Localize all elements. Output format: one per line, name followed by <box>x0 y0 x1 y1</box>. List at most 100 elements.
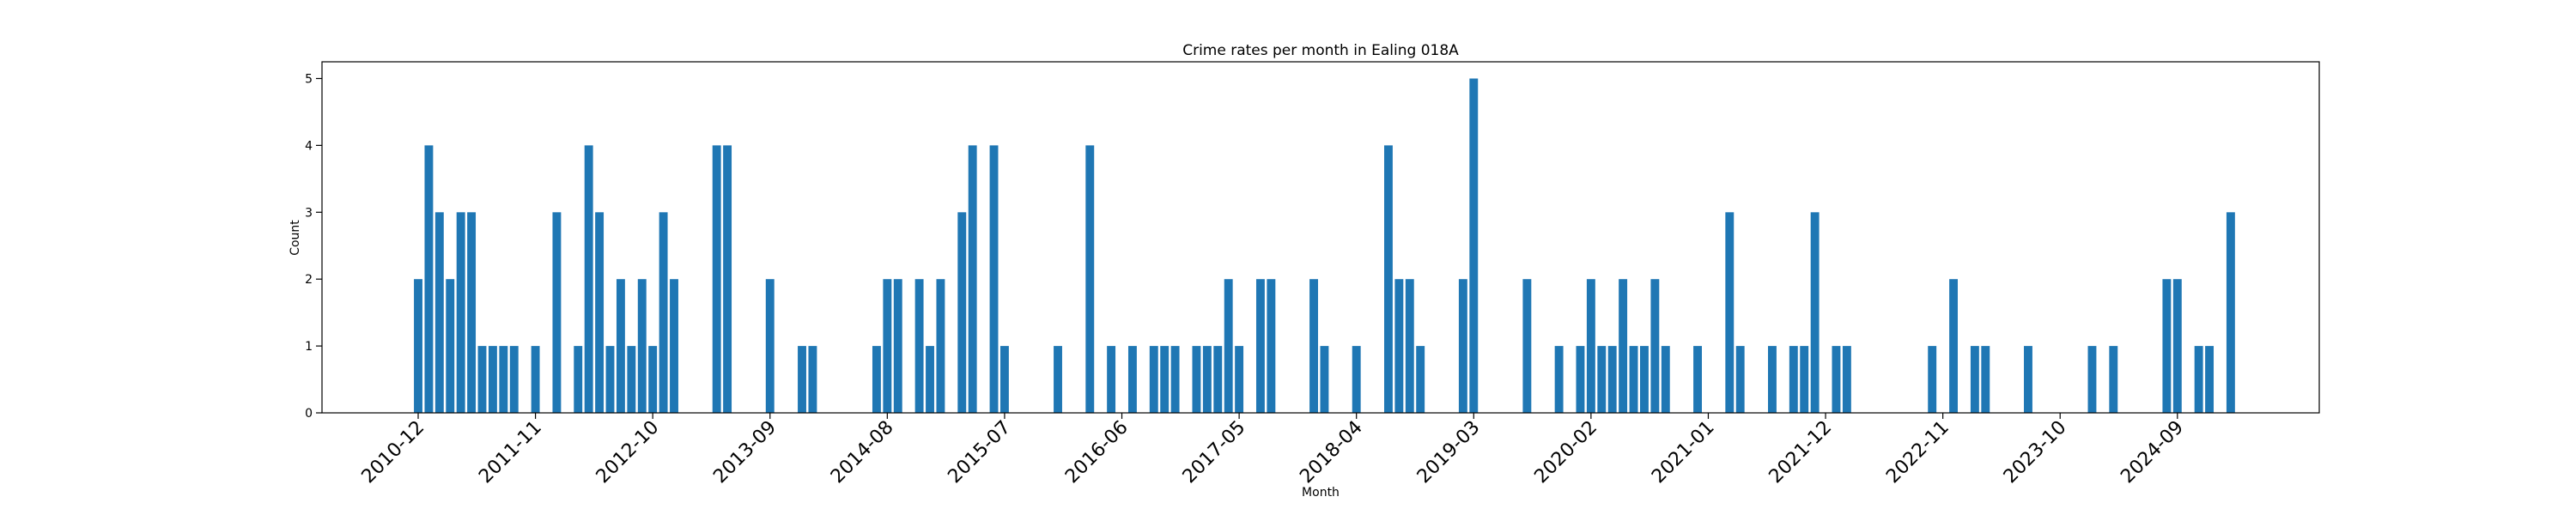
x-tick-label: 2012-10 <box>592 417 664 488</box>
bar <box>1522 279 1532 413</box>
bar <box>968 145 977 413</box>
bar <box>424 145 434 413</box>
x-tick-label: 2011-11 <box>475 417 546 488</box>
bar <box>1810 212 1820 413</box>
x-tick-label: 2022-11 <box>1882 417 1953 488</box>
bar <box>1832 346 1841 413</box>
x-tick-label: 2019-03 <box>1413 417 1485 488</box>
bar <box>957 212 967 413</box>
bar <box>989 145 999 413</box>
bar <box>1127 346 1137 413</box>
bars-group <box>414 78 2235 413</box>
bar <box>2172 279 2182 413</box>
plot-area-frame <box>321 61 2320 414</box>
bar <box>616 279 625 413</box>
bar <box>893 279 902 413</box>
x-tick-label: 2010-12 <box>358 417 429 488</box>
bar <box>1458 279 1467 413</box>
x-tick-label: 2018-04 <box>1296 417 1367 488</box>
bar <box>1235 346 1244 413</box>
x-tick-label: 2020-02 <box>1530 417 1601 488</box>
y-tick-label: 3 <box>305 206 313 220</box>
bar <box>1725 212 1735 413</box>
bar <box>1970 346 1979 413</box>
bar <box>883 279 892 413</box>
y-axis-label: Count <box>289 220 302 256</box>
bar <box>1842 346 1851 413</box>
bar <box>1416 346 1425 413</box>
bar <box>488 346 497 413</box>
bar <box>1224 279 1233 413</box>
bar <box>1394 279 1404 413</box>
y-tick-label: 1 <box>305 340 313 354</box>
bar <box>1267 279 1276 413</box>
bar <box>1640 346 1649 413</box>
bar <box>552 212 562 413</box>
bar <box>1149 346 1158 413</box>
bar <box>1607 346 1617 413</box>
y-tick-label: 0 <box>305 407 313 421</box>
bar <box>1107 346 1116 413</box>
y-tick-label: 5 <box>305 72 313 86</box>
y-tick-label: 2 <box>305 273 313 287</box>
bar <box>637 279 647 413</box>
bar <box>670 279 678 413</box>
bar <box>584 145 593 413</box>
bar <box>531 346 540 413</box>
bar <box>2194 346 2203 413</box>
bar <box>2205 346 2215 413</box>
bar <box>2087 346 2097 413</box>
bar <box>765 279 775 413</box>
bar <box>1352 346 1361 413</box>
bar <box>1576 346 1585 413</box>
bar <box>414 279 422 413</box>
bar <box>2024 346 2032 413</box>
bar <box>712 145 721 413</box>
bar <box>1597 346 1607 413</box>
bar <box>1949 279 1958 413</box>
bar <box>1054 346 1062 413</box>
bar <box>2226 212 2235 413</box>
x-tick-label: 2013-09 <box>709 417 781 488</box>
bar <box>1320 346 1329 413</box>
y-tick-label: 4 <box>305 139 313 153</box>
x-axis-label: Month <box>1302 486 1340 500</box>
bar <box>1629 346 1638 413</box>
bar <box>446 279 455 413</box>
x-tick-label: 2023-10 <box>2000 417 2071 488</box>
bar <box>477 346 487 413</box>
bar <box>914 279 924 413</box>
bar <box>723 145 732 413</box>
bar <box>1928 346 1937 413</box>
y-axis: 0 1 2 3 4 5 <box>305 72 322 421</box>
x-axis: 2010-12 2011-11 2012-10 2013-09 2014-08 2015-… <box>358 413 2188 488</box>
bar <box>1160 346 1170 413</box>
chart-title: Crime rates per month in Ealing 018A <box>1182 42 1459 59</box>
bar <box>659 212 668 413</box>
bar <box>808 346 817 413</box>
bar <box>798 346 806 413</box>
bar <box>2162 279 2172 413</box>
bar <box>1735 346 1745 413</box>
bar <box>1202 346 1212 413</box>
bar <box>1255 279 1265 413</box>
bar <box>1693 346 1702 413</box>
bar <box>1554 346 1564 413</box>
bar <box>456 212 465 413</box>
bar <box>1981 346 1990 413</box>
bar <box>605 346 615 413</box>
bar <box>499 346 508 413</box>
x-tick-label: 2024-09 <box>2117 417 2188 488</box>
bar <box>1213 346 1223 413</box>
bar <box>1800 346 1809 413</box>
bar <box>1469 78 1479 413</box>
bar <box>872 346 881 413</box>
bar <box>595 212 605 413</box>
bar <box>926 346 934 413</box>
x-tick-label: 2021-12 <box>1765 417 1837 488</box>
x-tick-label: 2017-05 <box>1179 417 1250 488</box>
bar <box>1405 279 1414 413</box>
bar <box>1192 346 1201 413</box>
bar <box>1170 346 1180 413</box>
